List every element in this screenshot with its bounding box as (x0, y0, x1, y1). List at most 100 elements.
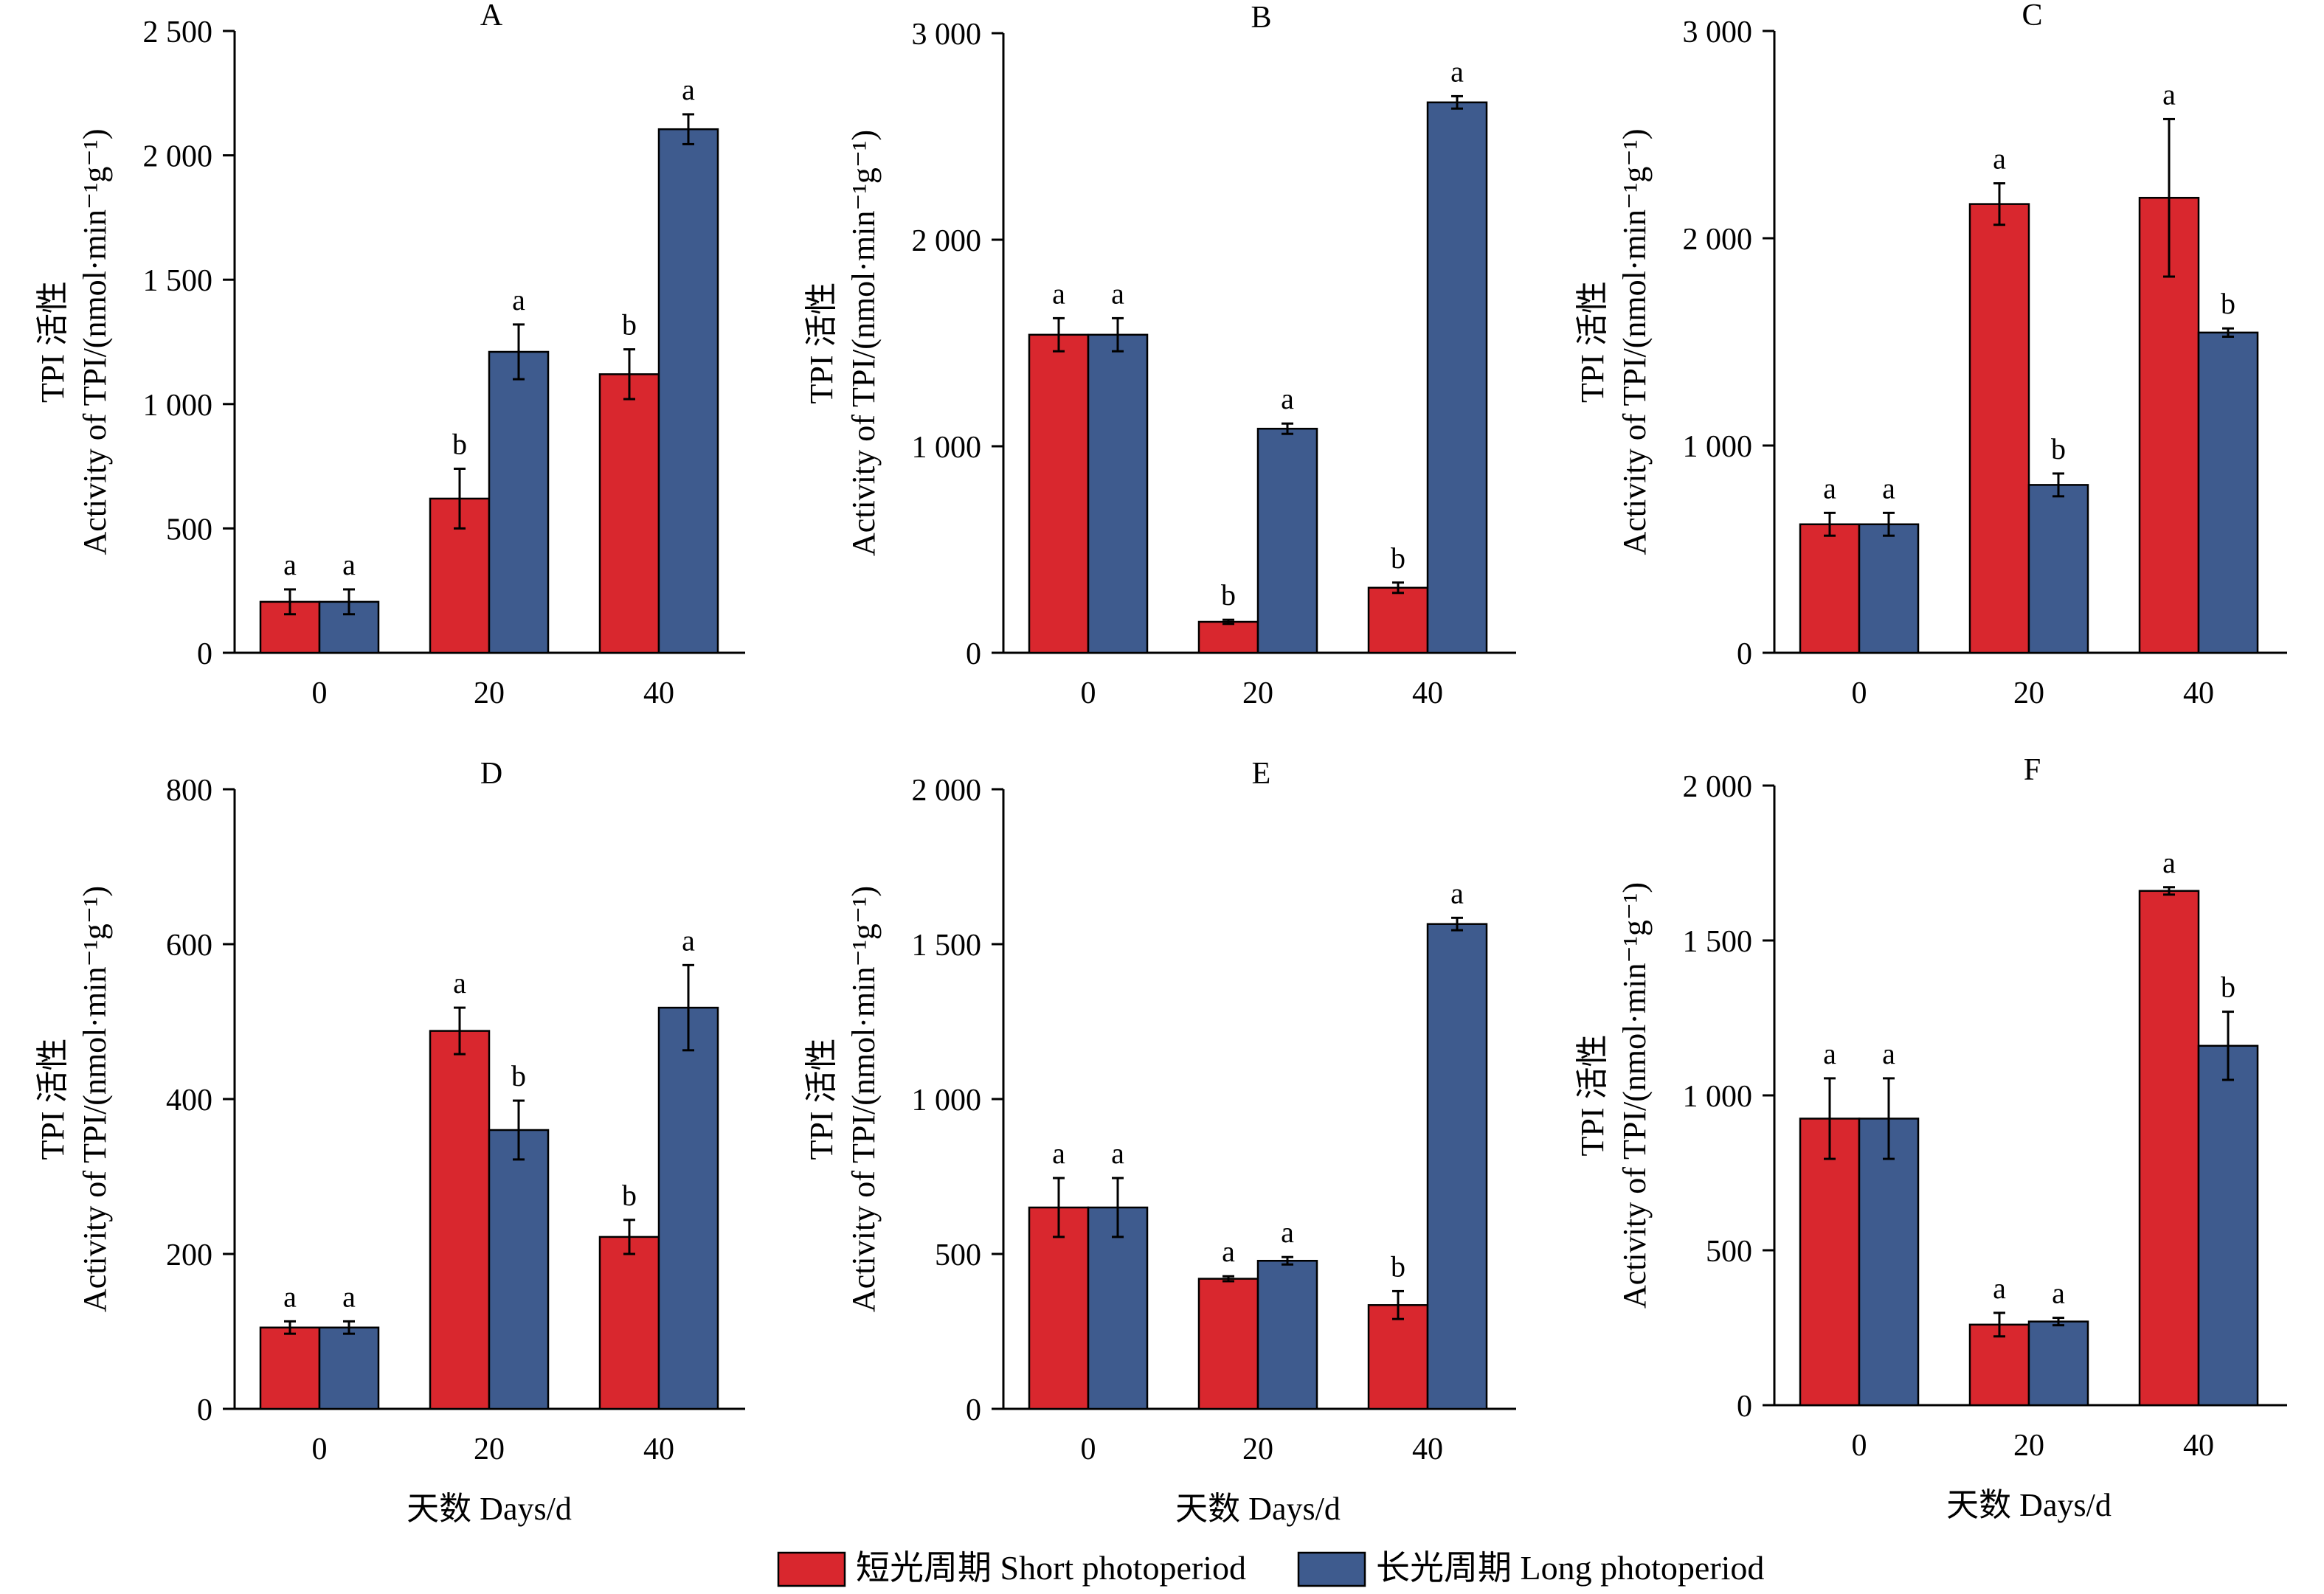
y-tick-label: 500 (935, 1238, 981, 1272)
significance-label: b (2221, 287, 2235, 320)
x-tick-label: 40 (1412, 676, 1443, 710)
significance-label: b (1391, 1250, 1405, 1283)
y-tick-label: 2 000 (912, 224, 982, 258)
x-axis-label: 天数 Days/d (407, 1491, 572, 1527)
y-axis-label-en: Activity of TPI/(nmol·min⁻¹g⁻¹) (77, 886, 113, 1312)
y-tick-label: 800 (166, 774, 212, 808)
significance-label: a (342, 1280, 356, 1313)
y-tick-label: 0 (197, 1393, 212, 1427)
significance-label: a (1052, 1137, 1065, 1170)
x-tick-label: 0 (1852, 676, 1867, 710)
y-tick-label: 1 000 (1683, 1080, 1753, 1114)
x-axis-label: 天数 Days/d (1175, 1491, 1341, 1527)
bar-short (598, 373, 660, 654)
y-axis-label-en: Activity of TPI/(nmol·min⁻¹g⁻¹) (845, 886, 882, 1312)
chart-panel-D: 0 200 400 600 800 0 20 40 a a b a b a D TPI 活性 Activity … (35, 757, 745, 1527)
significance-label: b (511, 1059, 526, 1092)
y-tick-label: 600 (166, 929, 212, 963)
significance-label: b (622, 308, 637, 342)
bar-long (1858, 523, 1920, 654)
bar-long (2197, 1044, 2259, 1407)
y-tick-label: 500 (1706, 1235, 1752, 1269)
bar-short (2138, 890, 2200, 1407)
y-axis-label-cn: TPI 活性 (803, 1039, 840, 1160)
significance-label: b (2051, 432, 2066, 465)
x-tick-label: 20 (2013, 1429, 2044, 1463)
significance-label: a (283, 1280, 297, 1313)
bar-short (1367, 1304, 1429, 1410)
bar-short (259, 1326, 321, 1410)
bar-short (1799, 523, 1861, 654)
x-tick-label: 40 (643, 676, 674, 710)
y-axis-label-cn: TPI 活性 (35, 1039, 71, 1160)
legend-swatch-long (1297, 1551, 1366, 1587)
bar-long (1256, 1259, 1318, 1410)
legend-label-long: 长光周期 Long photoperiod (1376, 1549, 1764, 1587)
significance-label: a (1993, 1272, 2006, 1305)
x-tick-label: 0 (312, 1432, 328, 1466)
legend: 短光周期 Short photoperiod 长光周期 Long photope… (777, 1549, 1764, 1587)
x-tick-label: 20 (1242, 1432, 1273, 1466)
significance-label: a (2162, 77, 2176, 111)
bar-long (657, 128, 719, 654)
significance-label: a (342, 548, 356, 581)
significance-label: a (1052, 277, 1065, 310)
y-tick-label: 0 (966, 637, 981, 671)
bar-short (1968, 1323, 2030, 1407)
y-axis-label-cn: TPI 活性 (1574, 281, 1611, 403)
y-tick-label: 0 (1737, 1390, 1752, 1424)
y-tick-label: 2 500 (143, 15, 213, 49)
significance-label: b (452, 427, 467, 460)
significance-label: a (682, 924, 695, 957)
x-tick-label: 40 (2183, 1429, 2214, 1463)
x-tick-label: 40 (1412, 1432, 1443, 1466)
y-tick-label: 1 500 (143, 264, 213, 298)
y-tick-label: 500 (166, 513, 212, 547)
significance-label: a (2162, 846, 2176, 879)
panel-title: C (2022, 0, 2042, 32)
legend-swatch-short (777, 1551, 846, 1587)
significance-label: a (1222, 1235, 1235, 1268)
y-tick-label: 3 000 (912, 18, 982, 52)
chart-panels: 0 500 1 000 1 500 2 000 2 500 0 20 40 a b b a a a A TPI … (35, 0, 2287, 1527)
y-axis-label-en: Activity of TPI/(nmol·min⁻¹g⁻¹) (1616, 129, 1653, 555)
chart-panel-E: 0 500 1 000 1 500 2 000 0 20 40 a a b a a a E TPI 活性 Act… (803, 757, 1516, 1527)
y-tick-label: 200 (166, 1238, 212, 1272)
y-tick-label: 1 000 (912, 431, 982, 465)
y-axis-label-cn: TPI 活性 (1574, 1035, 1611, 1157)
significance-label: a (1281, 382, 1294, 415)
y-tick-label: 400 (166, 1084, 212, 1117)
x-axis-label: 天数 Days/d (1946, 1487, 2112, 1523)
legend-label-short: 短光周期 Short photoperiod (856, 1549, 1246, 1587)
significance-label: b (622, 1179, 637, 1212)
significance-label: a (1882, 1037, 1895, 1070)
significance-label: b (2221, 971, 2235, 1004)
bar-short (1367, 586, 1429, 654)
bar-long (1087, 333, 1149, 654)
x-tick-label: 0 (312, 676, 328, 710)
bar-long (1426, 923, 1488, 1410)
y-axis-label-en: Activity of TPI/(nmol·min⁻¹g⁻¹) (77, 129, 113, 555)
bar-short (1028, 333, 1090, 654)
significance-label: a (1823, 1037, 1836, 1070)
bar-long (1426, 101, 1488, 654)
chart-panel-F: 0 500 1 000 1 500 2 000 0 20 40 a a a a a b F TPI 活性 Act… (1574, 753, 2287, 1523)
significance-label: a (1993, 142, 2006, 176)
x-tick-label: 0 (1081, 676, 1096, 710)
bar-short (598, 1236, 660, 1410)
panel-title: E (1252, 757, 1271, 791)
x-tick-label: 20 (474, 676, 505, 710)
bar-long (488, 350, 550, 654)
bar-long (2027, 1320, 2089, 1407)
bar-long (2197, 331, 2259, 654)
significance-label: a (1450, 55, 1464, 88)
x-tick-label: 0 (1852, 1429, 1867, 1463)
y-tick-label: 0 (1737, 637, 1752, 671)
bar-short (1968, 203, 2030, 654)
significance-label: a (1111, 277, 1124, 310)
y-tick-label: 2 000 (143, 140, 213, 174)
panel-title: D (480, 757, 502, 791)
significance-label: a (2052, 1277, 2065, 1310)
significance-label: a (283, 548, 297, 581)
